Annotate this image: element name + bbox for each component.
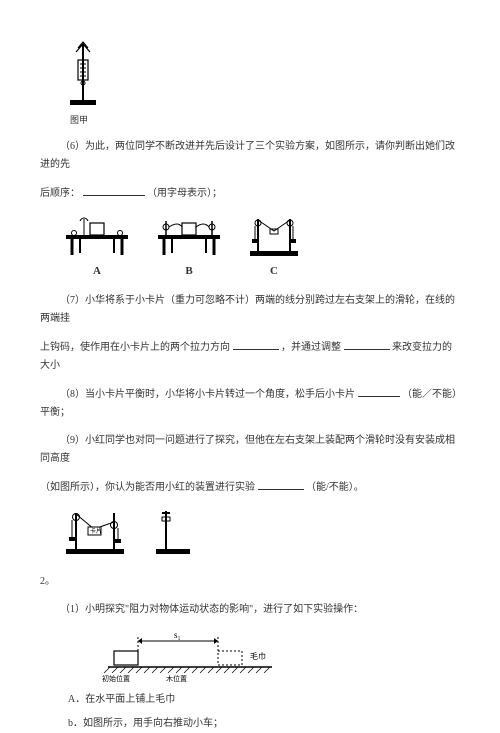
q7-blank-1 (233, 338, 279, 350)
q6-blank (83, 184, 145, 196)
question-7-line2: 上钩码，使作用在小卡片上的两个拉力方向 ，并通过调整 来改变拉力的大小 (40, 338, 460, 375)
q9-l2a: （如图所示），你认为能否用小红的装置进行实验 (40, 482, 255, 493)
q6-text-b: 后顺序： (40, 188, 80, 199)
question-8: （8）当小卡片平衡时，小华将小卡片转过一个角度，松手后小卡片 （能／不能）平衡； (40, 385, 460, 422)
exp1-content: （1）小明探究"阻力对物体运动状态的影响"，进行了如下实验操作： (60, 604, 363, 615)
figure-cart: s₁ 初始位置 木位置 毛巾 (100, 629, 460, 685)
q7-l2b: ，并通过调整 (281, 342, 341, 353)
svg-text:初始位置: 初始位置 (102, 674, 130, 683)
figure-two-stands: 卡片 (60, 507, 460, 559)
svg-text:木位置: 木位置 (166, 674, 187, 683)
svg-text:卡片: 卡片 (90, 527, 102, 535)
figure-c-label: C (270, 262, 278, 282)
figure-c: C (244, 213, 304, 282)
q8-a: （8）当小卡片平衡时，小华将小卡片转过一个角度，松手后小卡片 (60, 389, 355, 400)
question-6: （6）为此，两位同学不断改进并先后设计了三个实验方案，如图所示，请你判断出她们改… (40, 138, 460, 174)
stand-left-svg: 卡片 (60, 507, 130, 559)
q6-text-a: （6）为此，两位同学不断改进并先后设计了三个实验方案，如图所示，请你判断出她们改… (40, 141, 455, 170)
figure-a: A (60, 213, 134, 282)
question-6-line2: 后顺序： （用字母表示）； (40, 184, 460, 203)
stand-right-svg (148, 507, 198, 559)
figure-b-label: B (185, 262, 192, 282)
q8-blank (358, 385, 400, 397)
question-9-line2: （如图所示），你认为能否用小红的装置进行实验 （能/不能）。 (40, 478, 460, 497)
svg-text:毛巾: 毛巾 (250, 651, 266, 661)
spring-stand-svg (60, 38, 106, 110)
table-a-svg (60, 213, 134, 259)
q9-l2b: （能/不能）。 (306, 482, 364, 493)
cart-svg: s₁ 初始位置 木位置 毛巾 (100, 629, 280, 685)
figure-a-label: A (93, 262, 101, 282)
exp1-text: （1）小明探究"阻力对物体运动状态的影响"，进行了如下实验操作： (40, 601, 460, 619)
question-9-line1: （9）小红同学也对同一问题进行了探究，但他在左右支架上装配两个滑轮时没有安装成相… (40, 432, 460, 468)
section-2-num: 2。 (40, 573, 460, 591)
s1-label: s₁ (174, 630, 181, 640)
q7-blank-2 (344, 338, 390, 350)
q7-l2a: 上钩码，使作用在小卡片上的两个拉力方向 (40, 342, 230, 353)
figure-abc-row: A B (60, 213, 460, 282)
figure-b: B (152, 213, 226, 282)
item-b: b．如图所示，用手向右推动小车； (68, 715, 460, 733)
q6-text-c: （用字母表示）； (147, 188, 222, 199)
figure-jia: 图甲 (60, 38, 460, 128)
item-a: A．在水平面上铺上毛巾 (68, 691, 460, 709)
figure-jia-label: 图甲 (60, 112, 460, 128)
q9-l1: （9）小红同学也对同一问题进行了探究，但他在左右支架上装配两个滑轮时没有安装成相… (40, 435, 455, 464)
q7-l1: （7）小华将系于小卡片（重力可忽略不计）两端的线分别跨过左右支架上的滑轮，在线的… (40, 295, 455, 324)
q9-blank (258, 478, 304, 490)
table-b-svg (152, 213, 226, 259)
question-7-line1: （7）小华将系于小卡片（重力可忽略不计）两端的线分别跨过左右支架上的滑轮，在线的… (40, 292, 460, 328)
stand-c-svg (244, 213, 304, 259)
